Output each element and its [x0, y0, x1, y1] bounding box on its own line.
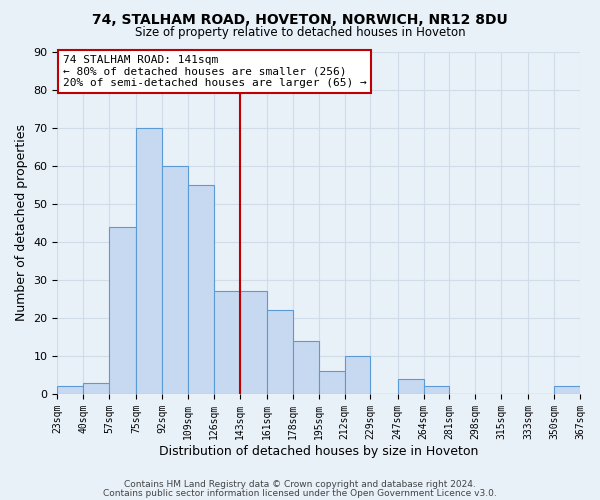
Bar [319, 371, 344, 394]
Bar [136, 128, 162, 394]
Bar [398, 379, 424, 394]
Bar [83, 382, 109, 394]
Bar [162, 166, 188, 394]
Text: 74 STALHAM ROAD: 141sqm
← 80% of detached houses are smaller (256)
20% of semi-d: 74 STALHAM ROAD: 141sqm ← 80% of detache… [62, 55, 367, 88]
Bar [267, 310, 293, 394]
Bar [109, 226, 136, 394]
Bar [214, 291, 240, 394]
Text: 74, STALHAM ROAD, HOVETON, NORWICH, NR12 8DU: 74, STALHAM ROAD, HOVETON, NORWICH, NR12… [92, 12, 508, 26]
Text: Contains HM Land Registry data © Crown copyright and database right 2024.: Contains HM Land Registry data © Crown c… [124, 480, 476, 489]
Bar [58, 386, 83, 394]
X-axis label: Distribution of detached houses by size in Hoveton: Distribution of detached houses by size … [159, 444, 478, 458]
Y-axis label: Number of detached properties: Number of detached properties [15, 124, 28, 321]
Bar [188, 184, 214, 394]
Bar [293, 340, 319, 394]
Bar [424, 386, 449, 394]
Bar [554, 386, 580, 394]
Text: Contains public sector information licensed under the Open Government Licence v3: Contains public sector information licen… [103, 489, 497, 498]
Text: Size of property relative to detached houses in Hoveton: Size of property relative to detached ho… [134, 26, 466, 39]
Bar [344, 356, 370, 394]
Bar [240, 291, 267, 394]
